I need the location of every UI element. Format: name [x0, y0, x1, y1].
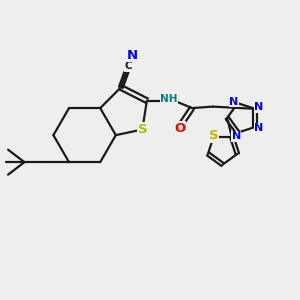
Text: N: N [232, 131, 241, 141]
Text: N: N [254, 102, 264, 112]
Text: S: S [209, 129, 218, 142]
Text: N: N [127, 49, 138, 62]
Text: N: N [229, 97, 239, 107]
Text: C: C [124, 61, 132, 71]
Text: NH: NH [160, 94, 178, 104]
Text: S: S [137, 123, 147, 136]
Text: O: O [174, 122, 185, 134]
Text: N: N [254, 124, 264, 134]
